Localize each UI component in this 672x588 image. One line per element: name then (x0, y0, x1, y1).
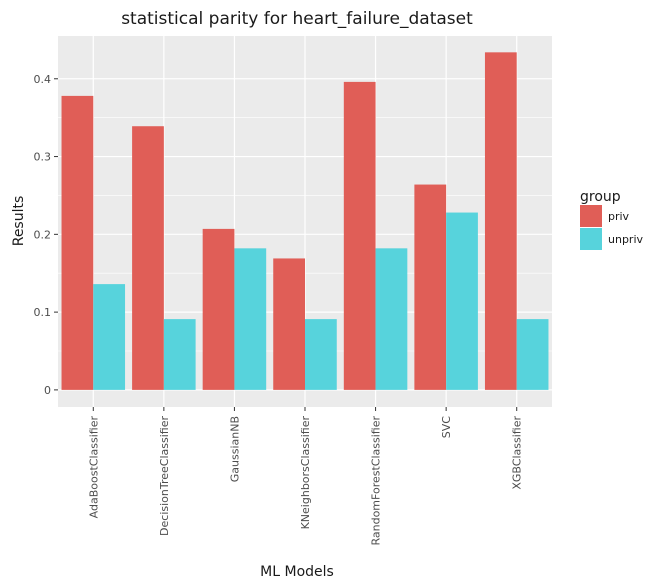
legend-swatch-unpriv (580, 228, 602, 250)
x-tick-label: AdaBoostClassifier (87, 416, 100, 519)
bar-priv (273, 258, 305, 390)
y-tick-label: 0.1 (34, 306, 52, 319)
x-tick-label: RandomForestClassifier (370, 416, 383, 546)
x-tick-label: SVC (440, 416, 453, 439)
bar-unpriv (305, 319, 337, 390)
bars (61, 52, 549, 390)
bar-priv (484, 52, 517, 390)
y-axis-title: Results (11, 196, 27, 247)
chart-title: statistical parity for heart_failure_dat… (121, 9, 473, 29)
bar-priv (61, 95, 94, 390)
bar-priv (202, 228, 235, 390)
legend-title: group (580, 189, 621, 205)
bar-priv (132, 126, 164, 390)
y-tick-label: 0.2 (34, 228, 52, 241)
bar-unpriv (375, 248, 408, 390)
legend-label-priv: priv (608, 210, 630, 223)
legend-swatch-priv (580, 205, 602, 227)
x-axis: AdaBoostClassifier DecisionTreeClassifier… (87, 407, 524, 546)
x-tick-label: KNeighborsClassifier (299, 416, 312, 530)
bar-unpriv (163, 319, 196, 390)
x-tick-label: XGBClassifier (511, 416, 524, 490)
bar-priv (343, 81, 376, 390)
bar-unpriv (93, 284, 126, 390)
legend: group priv unpriv (580, 189, 644, 250)
y-tick-label: 0.3 (34, 151, 52, 164)
bar-unpriv (516, 319, 549, 390)
bar-unpriv (234, 248, 267, 390)
x-tick-label: DecisionTreeClassifier (158, 416, 171, 536)
y-tick-label: 0 (44, 384, 51, 397)
y-axis: 0 0.1 0.2 0.3 0.4 (34, 73, 58, 397)
legend-label-unpriv: unpriv (608, 233, 644, 246)
bar-priv (414, 184, 447, 390)
y-tick-label: 0.4 (34, 73, 52, 86)
bar-unpriv (446, 212, 478, 390)
x-axis-title: ML Models (260, 564, 334, 580)
x-tick-label: GaussianNB (228, 416, 241, 482)
